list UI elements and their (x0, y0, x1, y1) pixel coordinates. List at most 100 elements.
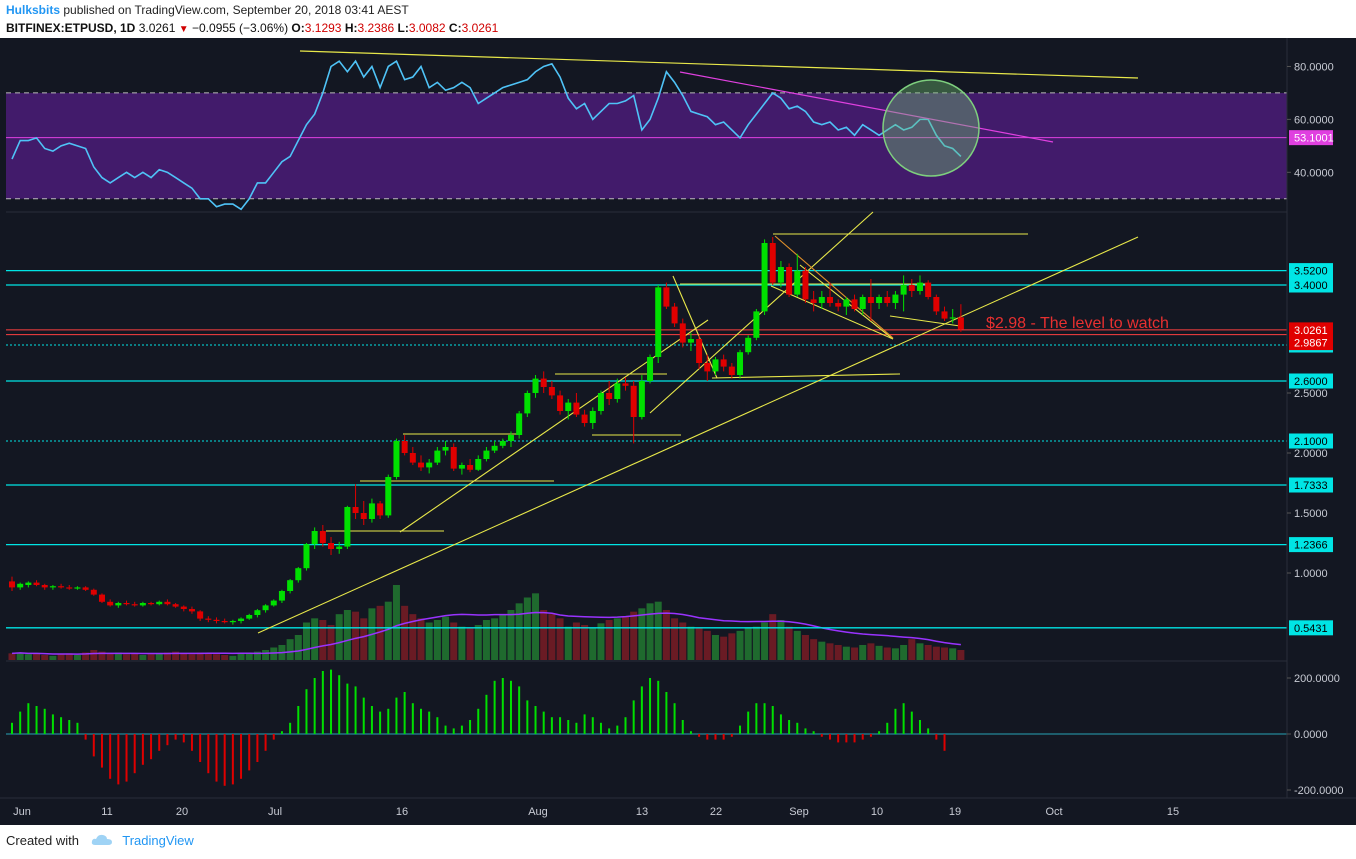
created-with-text: Created with (6, 833, 79, 848)
time-tick-label: Sep (789, 806, 809, 818)
volume-bar (302, 622, 310, 660)
axis-background (1287, 38, 1356, 798)
tradingview-link[interactable]: TradingView (122, 833, 194, 848)
volume-bar (891, 648, 899, 660)
candle-body (131, 604, 138, 606)
trendline (889, 315, 961, 327)
level-badge-bg (1289, 263, 1333, 279)
rsi-line (11, 59, 962, 211)
candle-body (647, 357, 654, 381)
time-tick-label: 10 (871, 806, 883, 818)
chart-canvas[interactable]: $2.98 - The level to watch 80.0000 60.000… (0, 38, 1356, 825)
volume-bar (147, 654, 155, 660)
candle-body (728, 366, 735, 375)
publish-text: published on TradingView.com, September … (60, 3, 409, 17)
price-tick-label: 1.5000 (1294, 508, 1328, 520)
candle-body (229, 621, 236, 623)
candle-body (180, 606, 187, 609)
volume-bar (564, 626, 572, 660)
candle-body (835, 303, 842, 307)
volume-bar (57, 654, 65, 660)
trendline (672, 275, 718, 379)
candle-body (532, 378, 539, 393)
candle-body (352, 507, 359, 513)
volume-bar (163, 652, 171, 660)
volume-bar (474, 625, 482, 660)
volume-bar (932, 646, 940, 660)
rsi-highlight-circle (882, 79, 980, 177)
candle-body (925, 282, 932, 297)
volume-bar (630, 611, 638, 660)
volume-bar (221, 655, 229, 660)
volume-bar (41, 655, 49, 660)
candle-body (704, 363, 711, 372)
candle-body (107, 601, 114, 606)
candle-body (172, 604, 179, 607)
candle-body (270, 600, 277, 606)
candle-body (818, 297, 825, 303)
candle-body (17, 583, 24, 588)
volume-bar (90, 650, 98, 660)
candle-body (287, 580, 294, 591)
close-label: C: (448, 21, 462, 35)
volume-bar (491, 618, 499, 660)
candle-body (262, 605, 269, 611)
candle-body (622, 383, 629, 386)
volume-bar (515, 603, 523, 660)
price-current-badge: 3.0261 (1294, 325, 1328, 337)
candle-body (467, 465, 474, 470)
candle-body (712, 359, 719, 372)
volume-bar (589, 628, 597, 660)
candle-body (205, 618, 212, 620)
candle-body (368, 503, 375, 519)
volume-bar (376, 605, 384, 660)
level-badge-bg (1289, 373, 1333, 389)
level-badge: 1.7333 (1294, 480, 1328, 492)
candle-body (278, 591, 285, 601)
candle-body (328, 543, 335, 549)
down-arrow-icon: ▼ (178, 24, 189, 35)
author-link[interactable]: Hulksbits (6, 3, 61, 17)
candle-body (409, 453, 416, 463)
candle-body (737, 352, 744, 375)
candle-body (802, 270, 809, 300)
candle-body (753, 311, 760, 338)
volume-bar (24, 654, 32, 660)
volume-bar (638, 608, 646, 660)
candle-body (311, 531, 318, 545)
level-badge: 3.5200 (1294, 266, 1328, 278)
candle-body (33, 582, 40, 585)
candle-body (794, 270, 801, 295)
candle-body (123, 603, 130, 605)
candle-body (810, 299, 817, 303)
volume-bar (155, 653, 163, 660)
candle-body (548, 387, 555, 396)
candle-body (884, 297, 891, 303)
time-axis: Jun 11 20 Jul 16 Aug 13 22 Sep 10 19 Oct 15 (0, 797, 1356, 818)
volume-bar (482, 620, 490, 660)
volume-bar (245, 652, 253, 660)
candle-body (434, 450, 441, 463)
volume-bar (532, 593, 540, 660)
candle-body (867, 297, 874, 303)
volume-bar (908, 639, 916, 660)
publish-line: Hulksbits published on TradingView.com, … (6, 3, 409, 17)
volume-bar (597, 623, 605, 660)
volume-bar (188, 654, 196, 660)
volume-bar (33, 653, 41, 660)
rsi-trendline-magenta (679, 71, 1054, 143)
volume-bar (924, 645, 932, 660)
candle-body (385, 477, 392, 516)
rsi-pane (6, 50, 1356, 213)
time-tick-label: Jul (268, 806, 282, 818)
time-tick-label: Oct (1045, 806, 1062, 818)
volume-bar (818, 641, 826, 660)
volume-bar (711, 635, 719, 660)
oscillator-pane (6, 669, 1287, 786)
candle-body (377, 503, 384, 516)
volume-bar (73, 655, 81, 660)
volume-bar (646, 603, 654, 660)
candle-body (426, 462, 433, 468)
volume-bar (401, 605, 409, 660)
time-tick-label: Aug (528, 806, 548, 818)
